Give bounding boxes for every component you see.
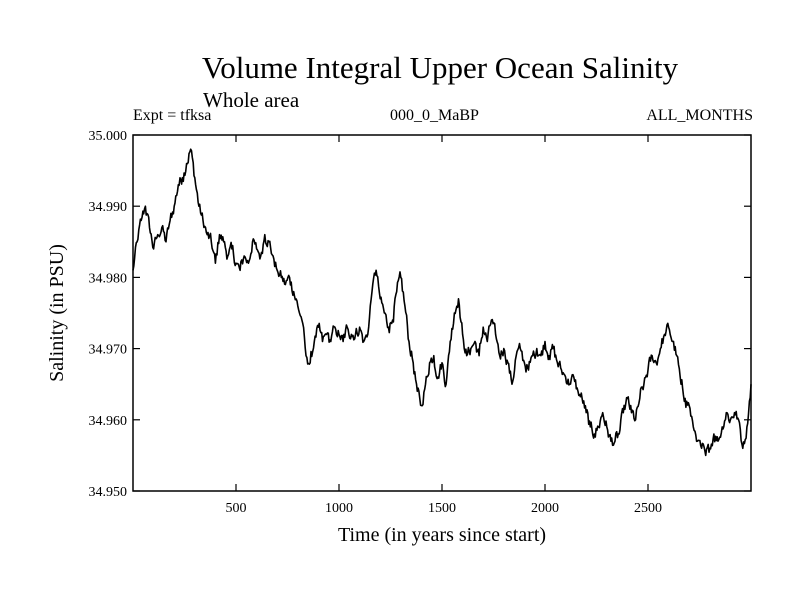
y-tick-label: 34.960 xyxy=(89,414,128,429)
period-label: 000_0_MaBP xyxy=(390,107,479,124)
x-tick-label: 2000 xyxy=(531,501,559,516)
y-tick-label: 34.980 xyxy=(89,271,128,286)
x-tick-label: 2500 xyxy=(634,501,662,516)
y-axis-ticks: 34.950 34.960 34.970 34.980 34.990 35.000 xyxy=(89,129,751,500)
y-axis-label: Salinity (in PSU) xyxy=(46,244,68,382)
salinity-series-line xyxy=(132,148,752,457)
x-tick-label: 1500 xyxy=(428,501,456,516)
x-axis-label: Time (in years since start) xyxy=(338,524,546,546)
y-tick-label: 34.950 xyxy=(89,485,128,500)
months-label: ALL_MONTHS xyxy=(646,107,753,124)
x-axis-ticks: 500 1000 1500 2000 2500 xyxy=(226,135,662,516)
chart-subtitle: Whole area xyxy=(203,88,300,112)
x-tick-label: 500 xyxy=(226,501,247,516)
y-tick-label: 34.990 xyxy=(89,200,128,215)
x-tick-label: 1000 xyxy=(325,501,353,516)
expt-label: Expt = tfksa xyxy=(133,107,212,124)
y-tick-label: 34.970 xyxy=(89,343,128,358)
plot-frame xyxy=(132,134,752,492)
y-tick-label: 35.000 xyxy=(89,129,128,144)
chart-title: Volume Integral Upper Ocean Salinity xyxy=(201,50,679,85)
